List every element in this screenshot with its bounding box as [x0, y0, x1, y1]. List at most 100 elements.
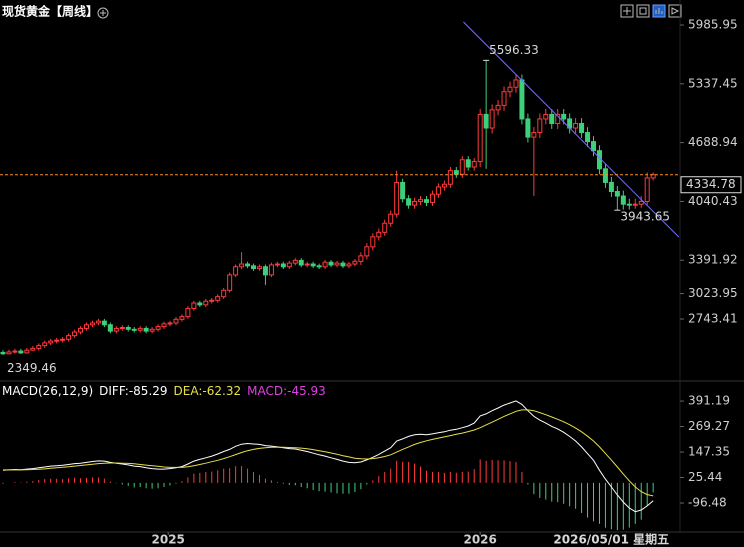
- candle-body: [441, 183, 447, 188]
- candle-body: [298, 259, 304, 266]
- y-tick-label: 391.19: [688, 394, 730, 408]
- candle-body: [316, 265, 322, 268]
- candle-body: [453, 170, 459, 175]
- candle-body: [42, 342, 48, 347]
- candle-body: [423, 199, 429, 203]
- candle-body: [364, 246, 370, 257]
- candle-body: [650, 174, 656, 179]
- candle-body: [215, 296, 221, 301]
- tool-expand[interactable]: [636, 4, 650, 18]
- candle-body: [83, 324, 89, 329]
- candle-body: [233, 266, 239, 276]
- y-tick-label: 4688.94: [688, 135, 738, 149]
- candle-body: [12, 350, 18, 353]
- candle-body: [626, 203, 632, 206]
- candle-body: [579, 122, 585, 134]
- candle-body: [72, 331, 78, 337]
- candle-body: [262, 266, 268, 276]
- candle-body: [113, 327, 119, 332]
- candle-body: [304, 263, 310, 266]
- candle-body: [328, 261, 334, 266]
- candle-body: [66, 335, 72, 340]
- legend-name: DEA:: [174, 384, 203, 398]
- candle-body: [406, 198, 412, 206]
- candle-body: [173, 318, 179, 324]
- tool-crosshair[interactable]: [620, 4, 634, 18]
- y-tick-label: 4040.43: [688, 194, 738, 208]
- ref-price-label: 3023.95: [688, 286, 738, 300]
- candle-body: [340, 262, 346, 267]
- candle-body: [555, 113, 561, 124]
- candle-body: [543, 113, 549, 120]
- candle-body: [54, 339, 60, 342]
- candle-body: [95, 320, 101, 324]
- toolbar: [620, 4, 682, 18]
- tool-expand-icon: [639, 7, 647, 15]
- chart-title: 现货黄金【周线】: [2, 4, 98, 19]
- candle-body: [394, 181, 400, 215]
- candle-body: [334, 262, 340, 266]
- candle-body: [322, 261, 328, 268]
- candle-body: [209, 299, 215, 302]
- candle-body: [131, 328, 137, 331]
- candle-body: [465, 159, 471, 168]
- legend-value: -45.93: [287, 384, 326, 398]
- candle-body: [125, 326, 131, 330]
- candle-body: [477, 113, 483, 163]
- low-annotation: 3943.65: [620, 210, 670, 224]
- candle-body: [638, 200, 644, 205]
- candle-body: [60, 338, 66, 341]
- candle-body: [471, 161, 477, 168]
- candle-body: [221, 289, 227, 298]
- macd-line: [3, 409, 654, 497]
- legend-value: -85.29: [129, 384, 168, 398]
- candle-body: [435, 186, 441, 195]
- candle-body: [227, 274, 233, 291]
- legend-name: MACD:: [247, 384, 287, 398]
- candle-body: [245, 263, 251, 267]
- cursor-date: 2026/05/01 星期五: [550, 532, 673, 547]
- candle-body: [89, 322, 95, 326]
- legend-value: -62.32: [202, 384, 241, 398]
- candle-body: [203, 300, 209, 306]
- candle-body: [519, 79, 525, 120]
- tool-settings[interactable]: [668, 4, 682, 18]
- tool-crosshair-icon: [623, 7, 631, 15]
- candle-body: [268, 264, 274, 276]
- candle-body: [602, 168, 608, 183]
- candle-body: [179, 316, 185, 320]
- candle-body: [376, 231, 382, 238]
- candle-body: [280, 263, 286, 268]
- candle-body: [525, 118, 531, 138]
- legend-name: DIFF:: [99, 384, 129, 398]
- candle-body: [197, 302, 203, 306]
- candle-body: [382, 222, 388, 233]
- candle-body: [531, 132, 537, 138]
- candle-body: [483, 113, 489, 129]
- candle-body: [143, 327, 149, 332]
- candle-body: [256, 266, 262, 270]
- candle-body: [513, 79, 519, 88]
- x-tick-label: 2025: [152, 533, 185, 547]
- candle-body: [251, 265, 257, 270]
- last-price-label: 4334.78: [686, 177, 736, 191]
- tool-settings-icon: [671, 7, 680, 15]
- candle-body: [620, 195, 626, 205]
- candle-body: [155, 326, 161, 330]
- candle-body: [161, 323, 167, 328]
- y-tick-label: 5985.95: [688, 18, 738, 32]
- candle-body: [185, 307, 191, 318]
- candle-body: [119, 326, 125, 329]
- candle-body: [495, 104, 501, 111]
- candle-body: [632, 203, 638, 206]
- candle-body: [370, 236, 376, 248]
- candle-body: [149, 328, 155, 332]
- add-icon[interactable]: [97, 7, 109, 19]
- candle-body: [18, 350, 24, 354]
- candle-body: [573, 122, 579, 129]
- add-icon-circle: [97, 7, 109, 19]
- candle-body: [644, 177, 650, 202]
